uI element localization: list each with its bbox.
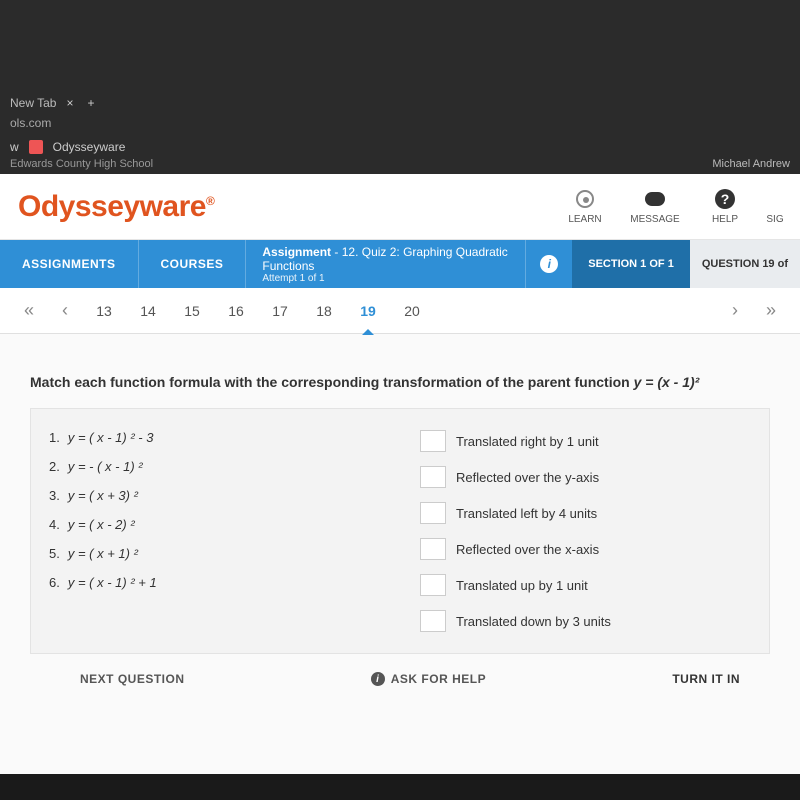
function-item[interactable]: 5.y = ( x + 1) ² bbox=[49, 539, 380, 568]
answer-area: 1.y = ( x - 1) ² - 32.y = - ( x - 1) ²3.… bbox=[30, 408, 770, 654]
function-item[interactable]: 2.y = - ( x - 1) ² bbox=[49, 452, 380, 481]
nav-prev-icon[interactable]: ‹ bbox=[48, 300, 82, 321]
assignment-info: Assignment - 12. Quiz 2: Graphing Quadra… bbox=[246, 240, 525, 288]
school-name: Edwards County High School bbox=[10, 158, 153, 170]
match-option[interactable]: Translated left by 4 units bbox=[420, 495, 751, 531]
add-tab-icon[interactable]: + bbox=[88, 96, 95, 110]
question-number[interactable]: 16 bbox=[214, 288, 258, 334]
info-icon: i bbox=[540, 255, 558, 273]
question-number[interactable]: 18 bbox=[302, 288, 346, 334]
app-logo: Odysseyware® bbox=[18, 190, 214, 224]
bookmark-title[interactable]: Odysseyware bbox=[53, 140, 126, 154]
nav-first-icon[interactable]: « bbox=[10, 300, 48, 321]
section-indicator: SECTION 1 OF 1 bbox=[572, 240, 690, 288]
tab-assignments[interactable]: ASSIGNMENTS bbox=[0, 240, 139, 288]
help-icon: ? bbox=[715, 189, 735, 209]
nav-next-icon[interactable]: › bbox=[718, 300, 752, 321]
browser-tab[interactable]: New Tab × bbox=[10, 96, 74, 110]
nav-last-icon[interactable]: » bbox=[752, 300, 790, 321]
function-item[interactable]: 1.y = ( x - 1) ² - 3 bbox=[49, 423, 380, 452]
match-option[interactable]: Translated up by 1 unit bbox=[420, 567, 751, 603]
turn-in-button[interactable]: TURN IT IN bbox=[672, 672, 740, 686]
ask-help-button[interactable]: i ASK FOR HELP bbox=[371, 672, 486, 686]
help-button[interactable]: ? HELP bbox=[690, 188, 760, 225]
drop-target[interactable] bbox=[420, 430, 446, 452]
match-option[interactable]: Reflected over the x-axis bbox=[420, 531, 751, 567]
question-number[interactable]: 15 bbox=[170, 288, 214, 334]
function-item[interactable]: 3.y = ( x + 3) ² bbox=[49, 481, 380, 510]
close-icon[interactable]: × bbox=[66, 96, 73, 110]
lightbulb-icon bbox=[576, 190, 594, 208]
question-number[interactable]: 13 bbox=[82, 288, 126, 334]
info-button[interactable]: i bbox=[525, 240, 572, 288]
drop-target[interactable] bbox=[420, 502, 446, 524]
tab-title: New Tab bbox=[10, 96, 56, 110]
user-name[interactable]: Michael Andrew bbox=[712, 158, 790, 170]
learn-button[interactable]: LEARN bbox=[550, 188, 620, 225]
bookmark-letter: w bbox=[10, 140, 19, 154]
function-item[interactable]: 6.y = ( x - 1) ² + 1 bbox=[49, 568, 380, 597]
question-number[interactable]: 17 bbox=[258, 288, 302, 334]
drop-target[interactable] bbox=[420, 466, 446, 488]
question-number[interactable]: 14 bbox=[126, 288, 170, 334]
info-icon: i bbox=[371, 672, 385, 686]
drop-target[interactable] bbox=[420, 574, 446, 596]
question-indicator: QUESTION 19 of bbox=[690, 240, 800, 288]
drop-target[interactable] bbox=[420, 610, 446, 632]
message-button[interactable]: MESSAGE bbox=[620, 188, 690, 225]
question-numbers: 1314151617181920 bbox=[82, 288, 718, 334]
function-item[interactable]: 4.y = ( x - 2) ² bbox=[49, 510, 380, 539]
match-option[interactable]: Reflected over the y-axis bbox=[420, 459, 751, 495]
question-prompt: Match each function formula with the cor… bbox=[30, 374, 770, 390]
message-icon bbox=[645, 192, 665, 206]
match-option[interactable]: Translated down by 3 units bbox=[420, 603, 751, 639]
bookmark-favicon bbox=[29, 140, 43, 154]
question-number[interactable]: 20 bbox=[390, 288, 434, 334]
drop-target[interactable] bbox=[420, 538, 446, 560]
match-option[interactable]: Translated right by 1 unit bbox=[420, 423, 751, 459]
sign-button[interactable]: SIG bbox=[760, 188, 790, 225]
question-number[interactable]: 19 bbox=[346, 288, 390, 334]
next-question-button[interactable]: NEXT QUESTION bbox=[80, 672, 185, 686]
address-bar[interactable]: ols.com bbox=[0, 114, 800, 136]
tab-courses[interactable]: COURSES bbox=[139, 240, 247, 288]
